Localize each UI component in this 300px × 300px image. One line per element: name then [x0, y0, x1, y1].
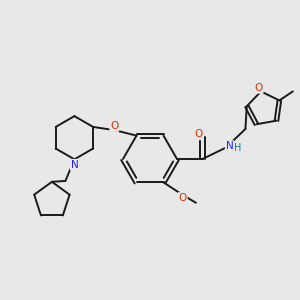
Text: O: O [110, 121, 118, 131]
Text: H: H [234, 142, 241, 153]
Text: O: O [195, 129, 203, 140]
Text: N: N [70, 160, 78, 170]
Text: N: N [226, 141, 233, 151]
Text: O: O [254, 83, 263, 93]
Text: O: O [178, 193, 187, 203]
